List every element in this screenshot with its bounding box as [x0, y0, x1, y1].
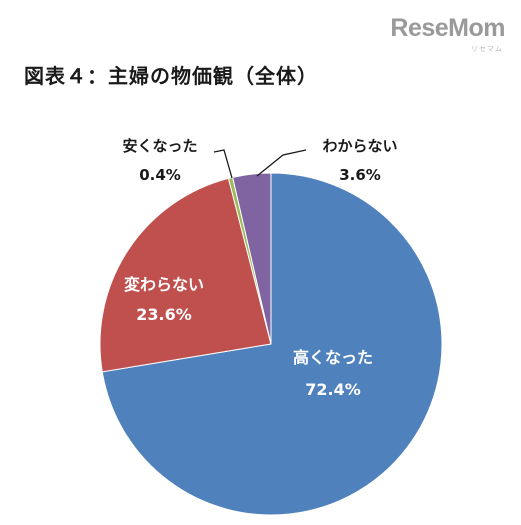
slice-value-3: 0.4% — [139, 166, 181, 184]
slice-label-4: わからない — [322, 137, 397, 155]
pie-slice-2 — [99, 177, 272, 373]
slice-value-4: 3.6% — [339, 166, 381, 184]
leader-line-4 — [256, 149, 307, 177]
pie-slice-4 — [232, 172, 272, 345]
slice-label-3: 安くなった — [122, 137, 197, 155]
slice-value-1: 72.4% — [305, 380, 361, 399]
leader-line-3 — [213, 149, 233, 179]
slice-value-2: 23.6% — [136, 305, 192, 324]
slice-label-1: 高くなった — [293, 348, 373, 367]
chart-title: 図表４：主婦の物価観（全体） — [24, 64, 318, 88]
resemom-logo-sub: リセマム — [471, 45, 503, 53]
resemom-logo: ReseMom — [390, 14, 505, 42]
slice-label-2: 変わらない — [124, 275, 204, 294]
pie-slice-1 — [101, 172, 443, 516]
